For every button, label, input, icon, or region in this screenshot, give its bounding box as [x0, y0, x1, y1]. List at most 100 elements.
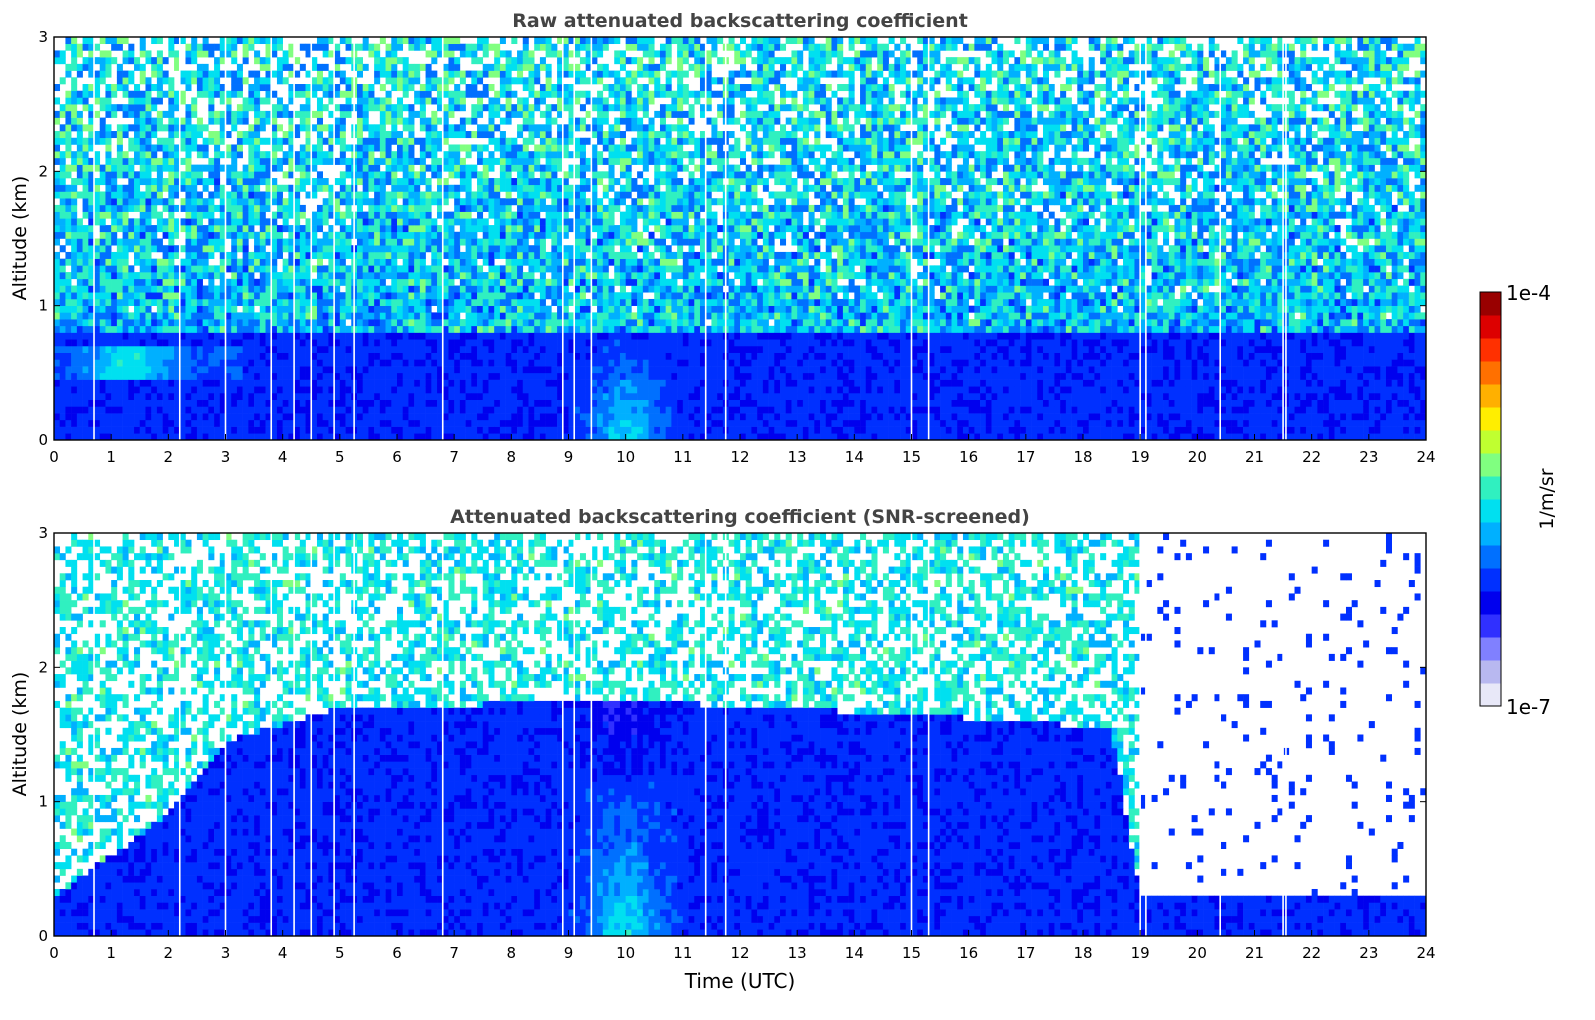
heatmap-cell: [174, 251, 181, 259]
heatmap-cell: [242, 345, 249, 353]
heatmap-cell: [402, 305, 409, 313]
heatmap-cell: [231, 245, 238, 253]
heatmap-cell: [471, 305, 478, 313]
heatmap-cell: [591, 157, 598, 165]
heatmap-cell: [494, 392, 501, 400]
heatmap-cell: [374, 258, 381, 266]
heatmap-cell: [88, 399, 95, 407]
heatmap-cell: [459, 352, 466, 360]
heatmap-cell: [145, 359, 152, 367]
heatmap-cell: [494, 386, 501, 394]
heatmap-cell: [579, 386, 586, 394]
heatmap-cell: [322, 178, 329, 186]
heatmap-cell: [94, 285, 101, 293]
heatmap-cell: [219, 251, 226, 259]
heatmap-cell: [105, 137, 112, 145]
heatmap-cell: [522, 406, 529, 414]
heatmap-cell: [414, 70, 421, 78]
heatmap-cell: [271, 90, 278, 98]
heatmap-cell: [139, 70, 146, 78]
heatmap-cell: [471, 131, 478, 139]
heatmap-cell: [168, 325, 175, 333]
heatmap-cell: [139, 117, 146, 125]
heatmap-cell: [562, 413, 569, 421]
heatmap-cell: [534, 211, 541, 219]
heatmap-cell: [505, 285, 512, 293]
heatmap-cell: [156, 57, 163, 65]
heatmap-cell: [54, 319, 61, 327]
heatmap-cell: [316, 70, 323, 78]
heatmap-cell: [156, 70, 163, 78]
heatmap-cell: [254, 50, 261, 58]
heatmap-cell: [214, 84, 221, 92]
heatmap-cell: [517, 345, 524, 353]
heatmap-cell: [528, 413, 535, 421]
heatmap-cell: [202, 399, 209, 407]
heatmap-cell: [557, 191, 564, 199]
heatmap-cell: [128, 285, 135, 293]
heatmap-cell: [356, 258, 363, 266]
heatmap-cell: [374, 231, 381, 239]
heatmap-cell: [511, 339, 518, 347]
heatmap-cell: [219, 151, 226, 159]
heatmap-cell: [402, 386, 409, 394]
heatmap-cell: [579, 413, 586, 421]
heatmap-cell: [139, 278, 146, 286]
heatmap-cell: [271, 144, 278, 152]
heatmap-cell: [339, 332, 346, 340]
heatmap-cell: [437, 339, 444, 347]
heatmap-cell: [299, 184, 306, 192]
heatmap-cell: [265, 63, 272, 71]
heatmap-cell: [517, 406, 524, 414]
heatmap-cell: [499, 77, 506, 85]
heatmap-cell: [214, 191, 221, 199]
heatmap-cell: [271, 413, 278, 421]
heatmap-cell: [419, 298, 426, 306]
heatmap-cell: [522, 359, 529, 367]
heatmap-cell: [82, 63, 89, 71]
heatmap-cell: [499, 211, 506, 219]
heatmap-cell: [419, 198, 426, 206]
heatmap-cell: [442, 352, 449, 360]
heatmap-cell: [591, 399, 598, 407]
heatmap-cell: [105, 345, 112, 353]
heatmap-cell: [82, 90, 89, 98]
heatmap-cell: [134, 426, 141, 434]
heatmap-cell: [488, 359, 495, 367]
heatmap-cell: [339, 413, 346, 421]
heatmap-cell: [482, 131, 489, 139]
heatmap-cell: [505, 352, 512, 360]
heatmap-cell: [54, 258, 61, 266]
heatmap-cell: [162, 164, 169, 172]
heatmap-cell: [214, 339, 221, 347]
heatmap-cell: [231, 70, 238, 78]
heatmap-cell: [196, 433, 203, 441]
heatmap-cell: [397, 392, 404, 400]
heatmap-cell: [425, 131, 432, 139]
heatmap-cell: [322, 325, 329, 333]
heatmap-cell: [259, 238, 266, 246]
heatmap-cell: [54, 50, 61, 58]
heatmap-cell: [174, 319, 181, 327]
heatmap-cell: [231, 218, 238, 226]
heatmap-cell: [59, 352, 66, 360]
heatmap-cell: [322, 339, 329, 347]
heatmap-cell: [231, 332, 238, 340]
heatmap-cell: [482, 37, 489, 45]
heatmap-cell: [288, 426, 295, 434]
heatmap-cell: [99, 265, 106, 273]
heatmap-cell: [311, 151, 318, 159]
heatmap-cell: [391, 406, 398, 414]
heatmap-cell: [557, 433, 564, 441]
heatmap-cell: [162, 184, 169, 192]
heatmap-cell: [168, 218, 175, 226]
heatmap-cell: [174, 339, 181, 347]
heatmap-cell: [517, 144, 524, 152]
heatmap-cell: [139, 319, 146, 327]
heatmap-cell: [162, 144, 169, 152]
heatmap-cell: [162, 298, 169, 306]
heatmap-cell: [339, 399, 346, 407]
heatmap-cell: [545, 137, 552, 145]
heatmap-cell: [208, 131, 215, 139]
heatmap-cell: [168, 84, 175, 92]
